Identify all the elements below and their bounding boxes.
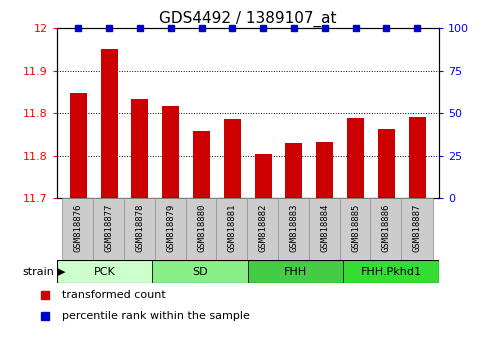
Bar — [101, 49, 117, 198]
Bar — [317, 142, 333, 198]
Text: percentile rank within the sample: percentile rank within the sample — [62, 311, 250, 321]
Bar — [247, 260, 343, 283]
Bar — [285, 143, 302, 198]
Bar — [278, 198, 310, 260]
Bar — [340, 198, 372, 260]
Bar — [255, 154, 272, 198]
Text: SD: SD — [192, 267, 208, 277]
Text: GSM818880: GSM818880 — [197, 203, 206, 252]
Bar — [401, 198, 433, 260]
Bar — [70, 93, 87, 198]
Text: strain: strain — [22, 267, 54, 277]
Bar — [185, 198, 217, 260]
Bar — [247, 198, 279, 260]
Text: ▶: ▶ — [57, 267, 66, 277]
Text: FHH.Pkhd1: FHH.Pkhd1 — [360, 267, 422, 277]
Text: GSM818877: GSM818877 — [105, 203, 113, 252]
Text: GSM818886: GSM818886 — [382, 203, 391, 252]
Text: GSM818884: GSM818884 — [320, 203, 329, 252]
Text: FHH: FHH — [284, 267, 307, 277]
Text: GSM818878: GSM818878 — [136, 203, 144, 252]
Bar — [57, 260, 152, 283]
Bar — [155, 198, 187, 260]
Text: transformed count: transformed count — [62, 290, 166, 300]
Text: PCK: PCK — [94, 267, 115, 277]
Bar — [378, 129, 395, 198]
Bar — [193, 131, 210, 198]
Bar — [216, 198, 248, 260]
Text: GDS4492 / 1389107_at: GDS4492 / 1389107_at — [159, 11, 337, 27]
Text: GSM818876: GSM818876 — [74, 203, 83, 252]
Bar — [409, 117, 425, 198]
Bar — [124, 198, 156, 260]
Bar — [347, 118, 364, 198]
Bar — [132, 99, 148, 198]
Text: GSM818881: GSM818881 — [228, 203, 237, 252]
Text: GSM818883: GSM818883 — [289, 203, 298, 252]
Text: GSM818879: GSM818879 — [166, 203, 175, 252]
Text: GSM818882: GSM818882 — [259, 203, 268, 252]
Bar — [62, 198, 94, 260]
Bar — [309, 198, 341, 260]
Bar — [93, 198, 125, 260]
Text: GSM818887: GSM818887 — [413, 203, 422, 252]
Bar — [343, 260, 439, 283]
Bar — [224, 119, 241, 198]
Bar — [152, 260, 247, 283]
Text: GSM818885: GSM818885 — [351, 203, 360, 252]
Bar — [162, 106, 179, 198]
Bar — [370, 198, 402, 260]
